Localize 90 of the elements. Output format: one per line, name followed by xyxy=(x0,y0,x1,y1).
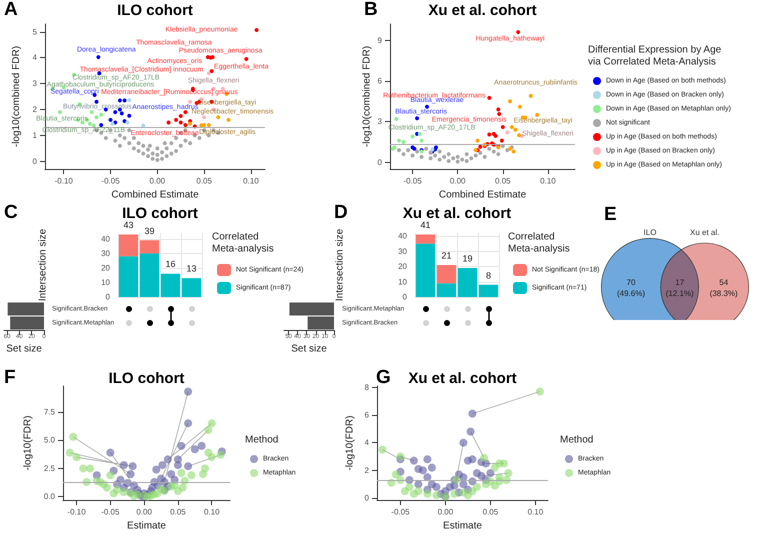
y-tick-label: 5.0 xyxy=(44,436,56,445)
legend-title: Differential Expression by Age via Correlated Meta-Analysis xyxy=(588,44,722,68)
y-tick-label: 20 xyxy=(398,262,408,272)
x-tick-label: -0.05 xyxy=(101,508,120,517)
y-tick-label: 0.0 xyxy=(44,492,56,502)
y-tick-label: 10 xyxy=(398,277,408,286)
text: E xyxy=(604,204,617,225)
legend-title: Method xyxy=(245,434,278,446)
annotation: G xyxy=(376,367,391,388)
y-tick-label: 1 xyxy=(32,130,38,140)
y-tick-label: 2 xyxy=(32,105,38,114)
category-label: Xu et al. xyxy=(690,228,720,237)
text: F xyxy=(4,367,16,388)
y-axis-title: -log10(combined FDR) xyxy=(362,46,372,148)
y-tick-label: 2.5 xyxy=(44,464,56,473)
x-axis-title: Set size xyxy=(291,344,328,354)
x-tick-label: 0.05 xyxy=(495,176,512,186)
data-label: 17 (12.1%) xyxy=(666,278,694,298)
total-label: 21 xyxy=(441,250,452,260)
y-tick-label: 5 xyxy=(32,27,38,36)
total-label: 41 xyxy=(420,220,431,230)
x-tick-label: 0.10 xyxy=(243,176,260,186)
chart-title: Xu et al. cohort xyxy=(402,205,512,222)
chart-title: ILO cohort xyxy=(108,370,184,387)
y-tick-label: 0 xyxy=(106,292,111,302)
text: D xyxy=(334,202,348,223)
x-tick-label: 0.05 xyxy=(196,176,212,186)
y-tick-label: 40 xyxy=(398,232,408,241)
y-tick-label: 8 xyxy=(364,382,370,392)
y-tick-label: 0 xyxy=(378,158,383,167)
x-axis-title: Combined Estimate xyxy=(438,190,527,200)
x-tick-label: 0.05 xyxy=(170,508,186,517)
chart-title: ILO cohort xyxy=(117,2,193,19)
y-tick-label: 3 xyxy=(378,117,383,126)
x-tick-label: 0.00 xyxy=(450,176,466,186)
y-tick-label: 6 xyxy=(364,410,370,420)
x-tick-label: -0.05 xyxy=(391,508,410,517)
x-tick-label: -0.10 xyxy=(67,508,86,517)
y-tick-label: 9 xyxy=(378,36,383,45)
data-label: 54 (38.3%) xyxy=(710,278,738,298)
y-tick-label: 3 xyxy=(32,79,38,88)
x-tick-label: -0.05 xyxy=(403,176,422,186)
y-tick-label: 4 xyxy=(364,438,370,448)
category-label: ILO xyxy=(644,228,656,237)
total-label: 13 xyxy=(186,264,197,274)
y-axis-title: Intersection size xyxy=(334,228,346,302)
y-tick-label: 2 xyxy=(364,466,370,475)
total-label: 39 xyxy=(144,226,155,236)
total-label: 16 xyxy=(165,259,176,270)
legend-title: Correlated Meta-analysis xyxy=(508,232,570,254)
data-label: 70 (49.6%) xyxy=(616,278,646,298)
y-axis-title: -log10(combined FDR) xyxy=(11,46,22,148)
x-tick-label: 0.00 xyxy=(150,176,166,186)
y-axis-title: Intersection size xyxy=(38,228,48,302)
total-label: 43 xyxy=(123,220,134,230)
x-tick-label: 0.10 xyxy=(528,508,544,517)
text: B xyxy=(364,0,378,20)
y-tick-label: 20 xyxy=(101,263,111,272)
x-axis-title: Set size xyxy=(6,344,42,354)
x-axis-title: Combined Estimate xyxy=(111,190,200,200)
y-tick-label: 40 xyxy=(101,234,111,244)
y-axis-title: -log10(FDR) xyxy=(22,416,34,471)
x-tick-label: 0.00 xyxy=(438,508,454,517)
x-tick-label: 0.05 xyxy=(482,508,499,517)
y-tick-label: 30 xyxy=(398,246,408,256)
x-tick-label: 0.10 xyxy=(540,176,556,186)
text: C xyxy=(4,202,18,223)
chart-title: ILO cohort xyxy=(122,205,198,222)
chart-title: Xu et al. cohort xyxy=(408,370,517,387)
y-tick-label: 6 xyxy=(378,76,383,86)
legend-title: Method xyxy=(560,434,594,446)
legend-title: Correlated Meta-analysis xyxy=(212,232,274,254)
x-tick-label: -0.05 xyxy=(101,176,120,186)
total-label: 19 xyxy=(462,254,473,264)
x-tick-label: 0.10 xyxy=(204,508,220,517)
y-tick-label: 0 xyxy=(32,156,38,166)
text: A xyxy=(4,0,18,20)
x-axis-title: Estimate xyxy=(443,520,482,532)
y-tick-label: 10 xyxy=(101,278,111,287)
y-axis-title: -log10(FDR) xyxy=(344,416,356,471)
total-label: 8 xyxy=(486,270,492,280)
x-tick-label: 0.00 xyxy=(136,508,152,517)
x-axis-title: Estimate xyxy=(127,520,166,532)
y-tick-label: 0 xyxy=(364,494,370,503)
y-tick-label: 0 xyxy=(402,292,408,302)
y-tick-label: 4 xyxy=(32,53,38,62)
chart-title: Xu et al. cohort xyxy=(428,2,537,19)
y-tick-label: 7.5 xyxy=(44,407,56,416)
x-tick-label: -0.10 xyxy=(54,176,74,186)
y-tick-label: 30 xyxy=(101,248,111,258)
